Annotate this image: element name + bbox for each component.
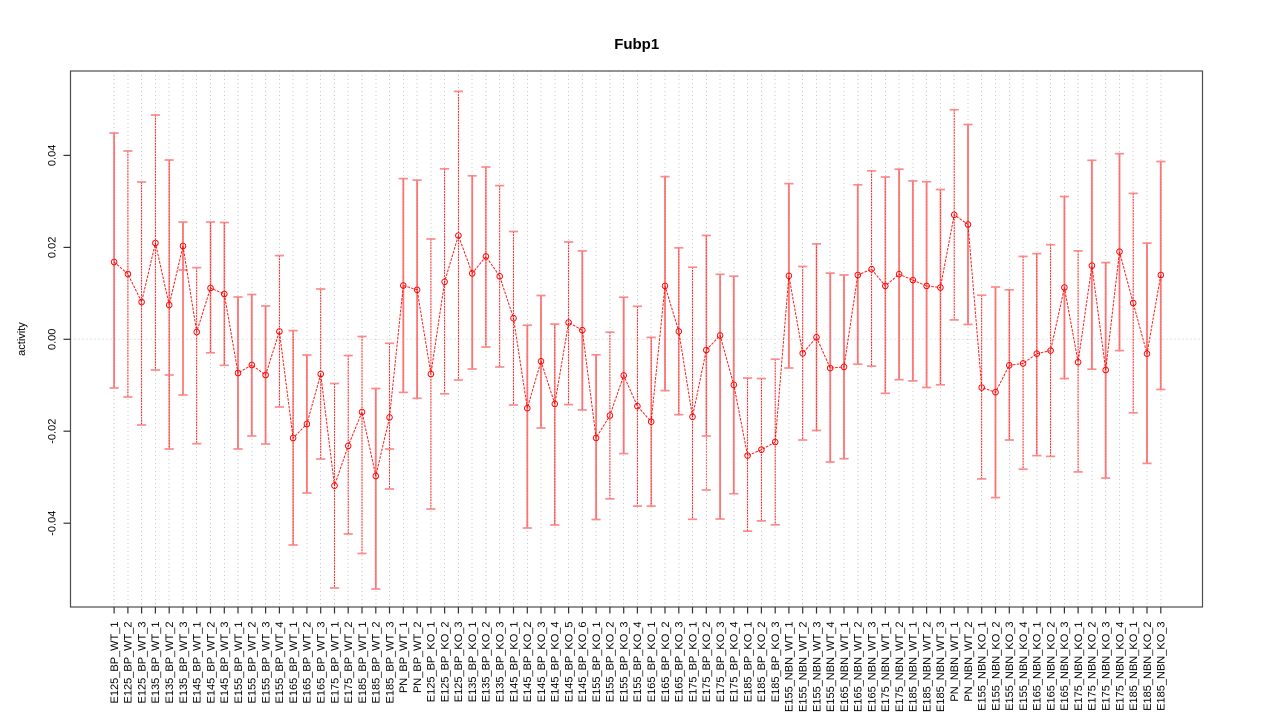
svg-text:E185_BP_WT_3: E185_BP_WT_3: [384, 622, 396, 704]
svg-text:E175_BP_KO_3: E175_BP_KO_3: [715, 622, 727, 703]
svg-text:E185_BP_WT_1: E185_BP_WT_1: [357, 622, 369, 704]
svg-text:E155_BP_KO_2: E155_BP_KO_2: [605, 622, 617, 703]
svg-text:E155_BP_KO_3: E155_BP_KO_3: [619, 622, 631, 703]
svg-text:E135_BP_WT_2: E135_BP_WT_2: [164, 622, 176, 704]
svg-text:E185_BP_WT_2: E185_BP_WT_2: [371, 622, 383, 704]
svg-text:E165_BP_KO_1: E165_BP_KO_1: [646, 622, 658, 703]
svg-text:E165_BP_WT_2: E165_BP_WT_2: [302, 622, 314, 704]
svg-text:E175_NBN_WT_2: E175_NBN_WT_2: [894, 622, 906, 713]
svg-text:E165_NBN_WT_1: E165_NBN_WT_1: [839, 622, 851, 713]
svg-text:E185_NBN_KO_2: E185_NBN_KO_2: [1142, 622, 1154, 711]
svg-text:E185_BP_KO_1: E185_BP_KO_1: [742, 622, 754, 703]
svg-text:E185_BP_KO_3: E185_BP_KO_3: [770, 622, 782, 703]
svg-text:E125_BP_WT_2: E125_BP_WT_2: [123, 622, 135, 704]
svg-text:E145_BP_KO_4: E145_BP_KO_4: [550, 622, 562, 703]
svg-text:E175_BP_WT_2: E175_BP_WT_2: [343, 622, 355, 704]
svg-text:E175_NBN_WT_1: E175_NBN_WT_1: [880, 622, 892, 713]
svg-text:E165_NBN_WT_2: E165_NBN_WT_2: [853, 622, 865, 713]
svg-text:E175_NBN_KO_3: E175_NBN_KO_3: [1101, 622, 1113, 711]
svg-text:E155_BP_KO_1: E155_BP_KO_1: [591, 622, 603, 703]
svg-text:E175_BP_KO_2: E175_BP_KO_2: [701, 622, 713, 703]
svg-text:E145_BP_WT_3: E145_BP_WT_3: [219, 622, 231, 704]
svg-text:E145_BP_WT_1: E145_BP_WT_1: [192, 622, 204, 704]
svg-text:E165_BP_WT_1: E165_BP_WT_1: [288, 622, 300, 704]
svg-text:E125_BP_KO_3: E125_BP_KO_3: [453, 622, 465, 703]
svg-text:E185_NBN_KO_1: E185_NBN_KO_1: [1128, 622, 1140, 711]
svg-text:E165_BP_KO_3: E165_BP_KO_3: [674, 622, 686, 703]
svg-text:E155_NBN_WT_3: E155_NBN_WT_3: [811, 622, 823, 713]
svg-text:PN_NBN_WT_1: PN_NBN_WT_1: [949, 622, 961, 702]
svg-text:E185_NBN_WT_2: E185_NBN_WT_2: [921, 622, 933, 713]
svg-text:E165_NBN_WT_3: E165_NBN_WT_3: [866, 622, 878, 713]
svg-text:E125_BP_WT_1: E125_BP_WT_1: [109, 622, 121, 704]
svg-text:E155_BP_WT_4: E155_BP_WT_4: [274, 622, 286, 704]
svg-text:E155_NBN_WT_2: E155_NBN_WT_2: [798, 622, 810, 713]
svg-text:E155_BP_WT_1: E155_BP_WT_1: [233, 622, 245, 704]
svg-text:E155_NBN_KO_4: E155_NBN_KO_4: [1018, 622, 1030, 711]
svg-text:E135_BP_KO_2: E135_BP_KO_2: [481, 622, 493, 703]
svg-text:activity: activity: [16, 322, 28, 356]
svg-text:E135_BP_WT_1: E135_BP_WT_1: [150, 622, 162, 704]
svg-text:E165_NBN_KO_1: E165_NBN_KO_1: [1032, 622, 1044, 711]
svg-text:E155_NBN_KO_2: E155_NBN_KO_2: [990, 622, 1002, 711]
svg-text:E125_BP_WT_3: E125_BP_WT_3: [136, 622, 148, 704]
svg-text:E125_BP_KO_2: E125_BP_KO_2: [439, 622, 451, 703]
svg-text:E165_BP_KO_2: E165_BP_KO_2: [660, 622, 672, 703]
svg-text:E175_BP_WT_1: E175_BP_WT_1: [329, 622, 341, 704]
svg-text:E135_BP_KO_3: E135_BP_KO_3: [495, 622, 507, 703]
svg-text:-0.02: -0.02: [46, 419, 58, 444]
svg-text:Fubp1: Fubp1: [614, 36, 659, 53]
svg-text:E175_NBN_KO_2: E175_NBN_KO_2: [1087, 622, 1099, 711]
svg-text:E135_BP_KO_1: E135_BP_KO_1: [467, 622, 479, 703]
svg-text:E175_BP_KO_1: E175_BP_KO_1: [687, 622, 699, 703]
svg-text:E155_NBN_WT_1: E155_NBN_WT_1: [784, 622, 796, 713]
svg-text:E145_BP_WT_2: E145_BP_WT_2: [205, 622, 217, 704]
svg-text:PN_BP_WT_1: PN_BP_WT_1: [398, 622, 410, 694]
svg-text:E185_NBN_KO_3: E185_NBN_KO_3: [1156, 622, 1168, 711]
svg-text:E175_NBN_KO_4: E175_NBN_KO_4: [1114, 622, 1126, 711]
svg-text:E165_NBN_KO_2: E165_NBN_KO_2: [1045, 622, 1057, 711]
svg-text:E155_BP_WT_2: E155_BP_WT_2: [247, 622, 259, 704]
svg-text:E185_NBN_WT_3: E185_NBN_WT_3: [935, 622, 947, 713]
svg-text:E145_BP_KO_5: E145_BP_KO_5: [563, 622, 575, 703]
svg-text:E155_NBN_KO_1: E155_NBN_KO_1: [977, 622, 989, 711]
svg-text:E125_BP_KO_1: E125_BP_KO_1: [426, 622, 438, 703]
svg-text:E155_BP_WT_3: E155_BP_WT_3: [260, 622, 272, 704]
svg-text:E165_NBN_KO_3: E165_NBN_KO_3: [1059, 622, 1071, 711]
svg-text:E155_NBN_WT_4: E155_NBN_WT_4: [825, 622, 837, 713]
svg-text:E145_BP_KO_2: E145_BP_KO_2: [522, 622, 534, 703]
svg-text:E185_NBN_WT_1: E185_NBN_WT_1: [908, 622, 920, 713]
svg-text:E135_BP_WT_3: E135_BP_WT_3: [178, 622, 190, 704]
svg-text:E165_BP_WT_3: E165_BP_WT_3: [316, 622, 328, 704]
svg-text:E145_BP_KO_6: E145_BP_KO_6: [577, 622, 589, 703]
svg-text:0.04: 0.04: [46, 145, 58, 166]
svg-text:0.02: 0.02: [46, 237, 58, 258]
svg-text:E145_BP_KO_1: E145_BP_KO_1: [508, 622, 520, 703]
svg-text:E175_BP_KO_4: E175_BP_KO_4: [729, 622, 741, 703]
svg-text:PN_NBN_WT_2: PN_NBN_WT_2: [963, 622, 975, 702]
svg-text:E185_BP_KO_2: E185_BP_KO_2: [756, 622, 768, 703]
svg-text:E155_NBN_KO_3: E155_NBN_KO_3: [1004, 622, 1016, 711]
svg-text:E155_BP_KO_4: E155_BP_KO_4: [632, 622, 644, 703]
svg-text:0.00: 0.00: [46, 329, 58, 350]
svg-text:PN_BP_WT_2: PN_BP_WT_2: [412, 622, 424, 694]
svg-text:E145_BP_KO_3: E145_BP_KO_3: [536, 622, 548, 703]
svg-text:E175_NBN_KO_1: E175_NBN_KO_1: [1073, 622, 1085, 711]
svg-text:-0.04: -0.04: [46, 511, 58, 536]
